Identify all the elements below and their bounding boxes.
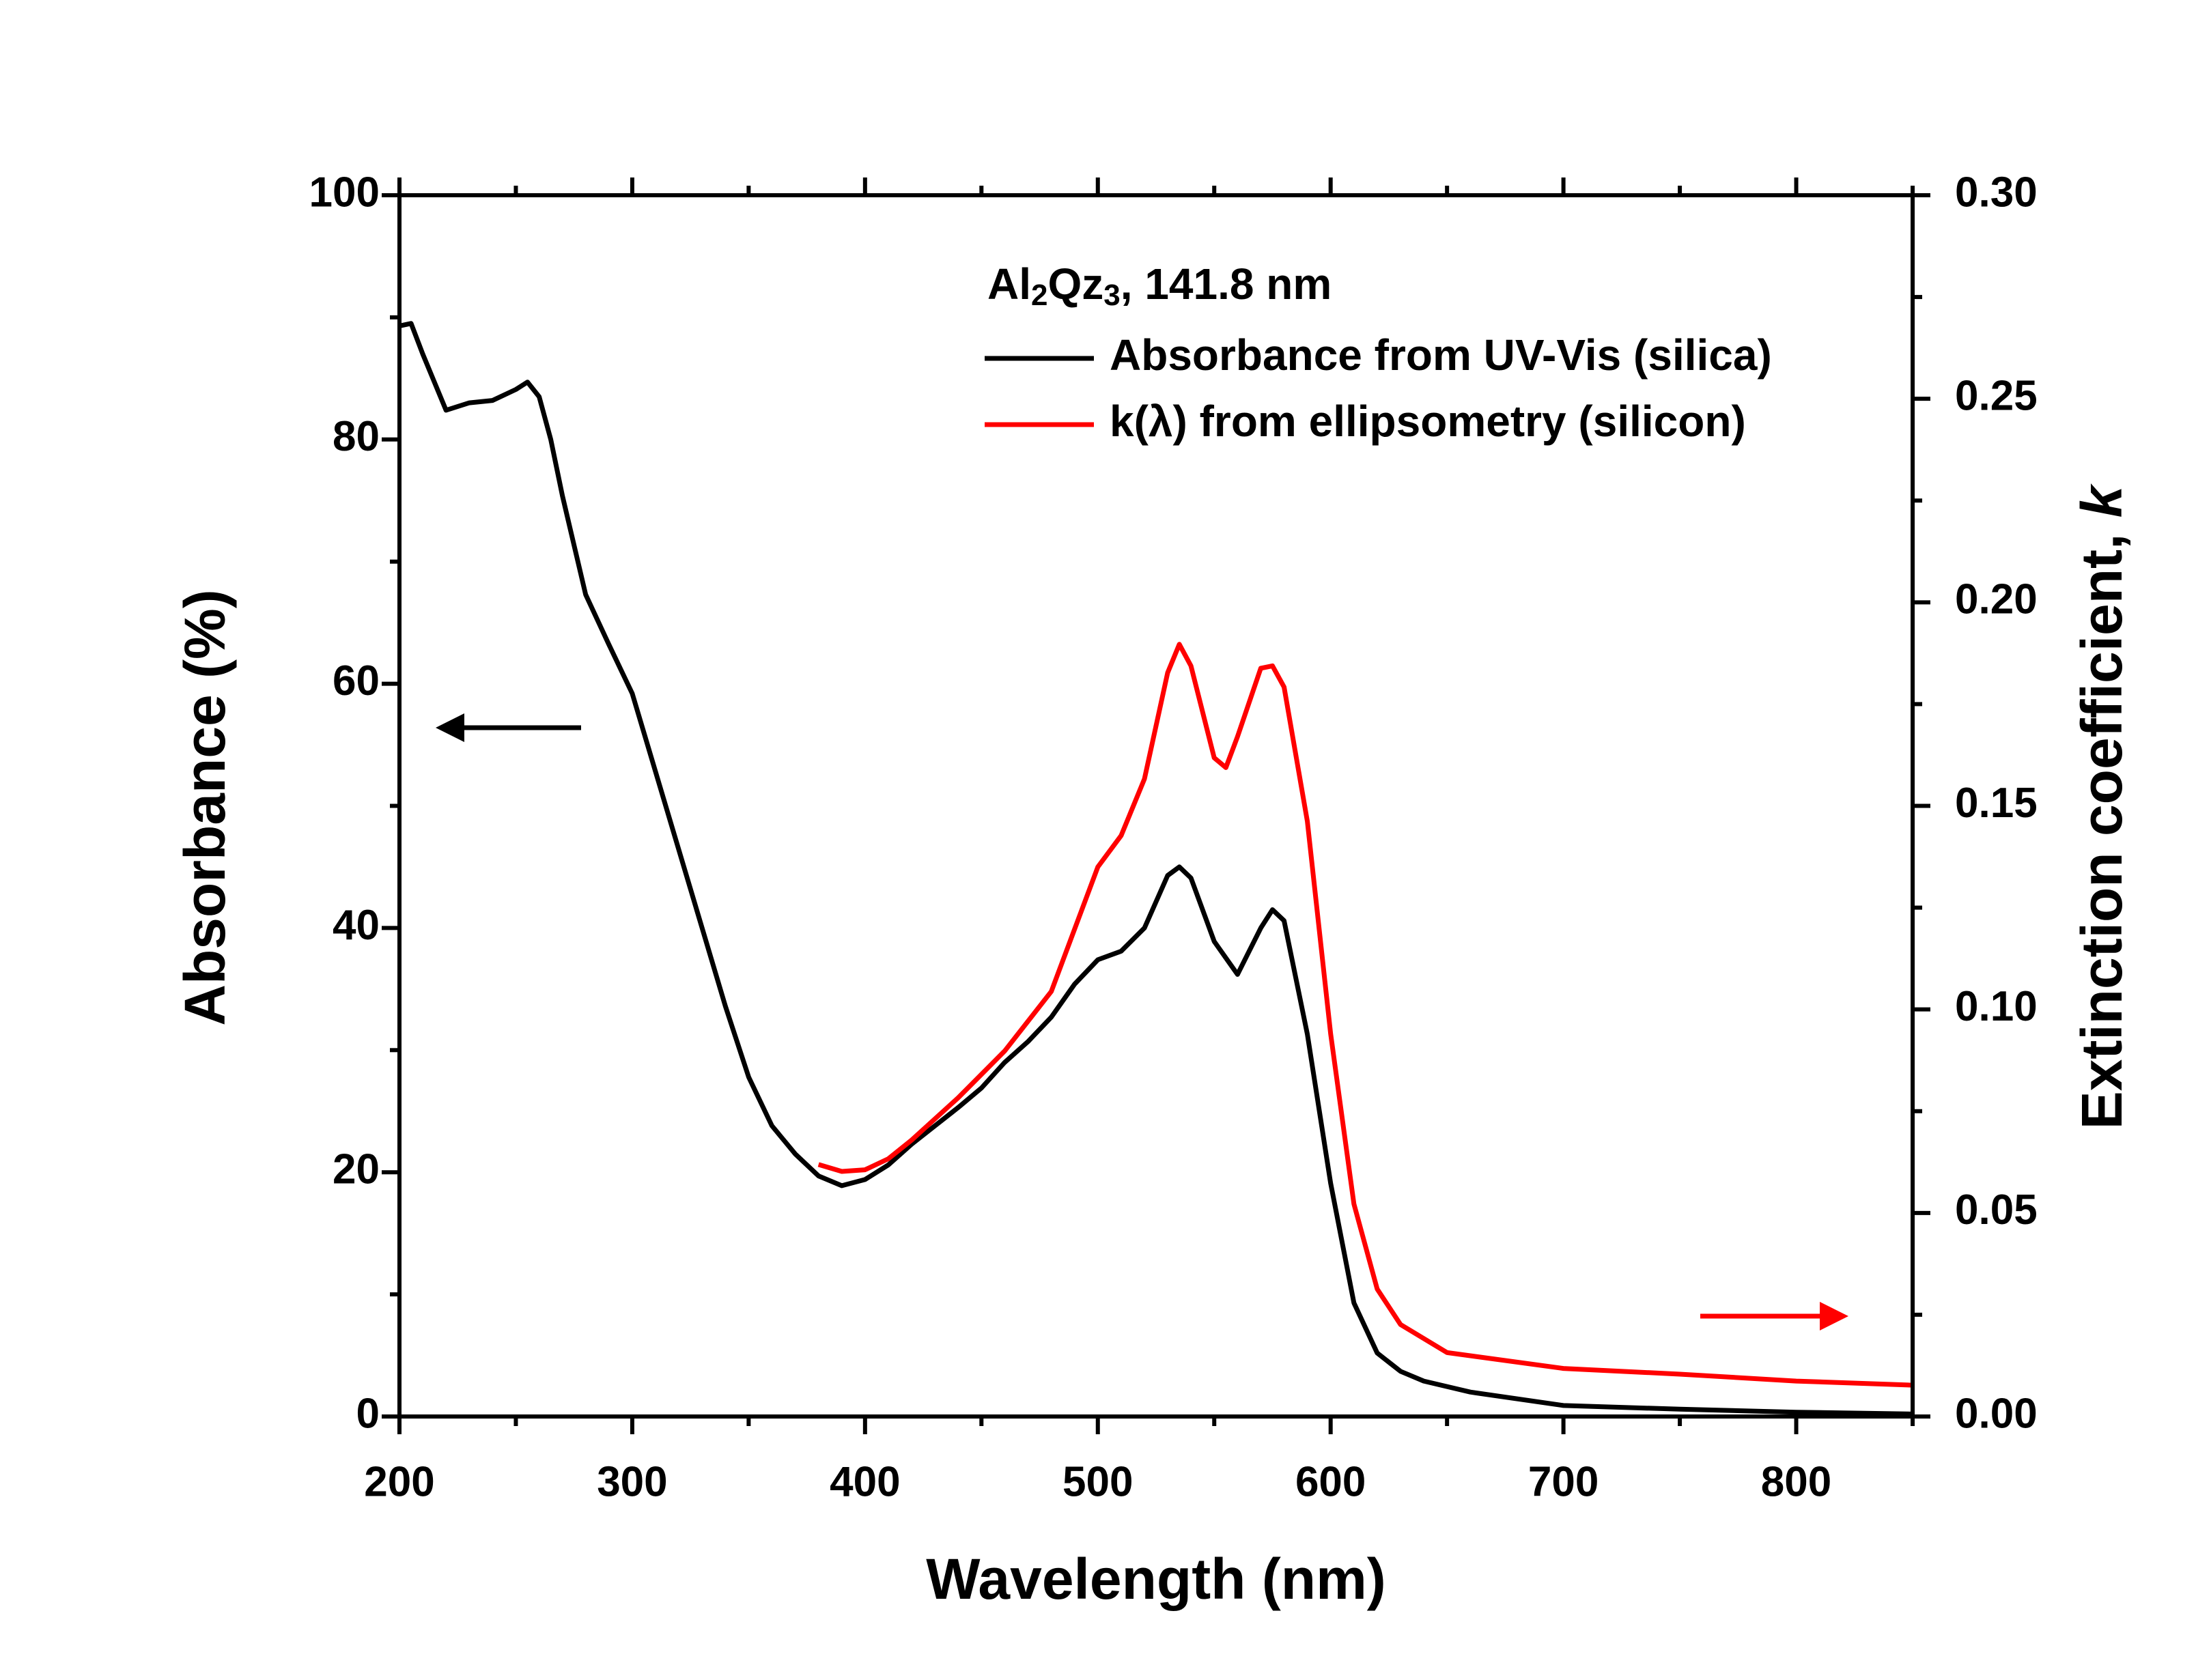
y-tick-label: 0: [356, 1390, 380, 1437]
x-tick-label: 200: [364, 1458, 434, 1505]
legend-title: Al2Qz3, 141.8 nm: [987, 259, 1332, 312]
legend-title-part: Al: [987, 259, 1031, 309]
y-tick-label: 40: [333, 902, 380, 949]
legend-title-sub: 3: [1103, 279, 1120, 312]
x-tick-label: 300: [597, 1458, 667, 1505]
x-axis-label: Wavelength (nm): [926, 1547, 1386, 1611]
y-axis-label: Absorbance (%): [173, 589, 237, 1025]
y2-tick-label: 0.15: [1955, 780, 2038, 827]
x-tick-label: 600: [1295, 1458, 1366, 1505]
x-tick-label: 700: [1528, 1458, 1599, 1505]
y2-tick-label: 0.00: [1955, 1390, 2038, 1437]
legend-label: Absorbance from UV-Vis (silica): [1110, 330, 1772, 380]
x-tick-label: 800: [1761, 1458, 1831, 1505]
y2-tick-label: 0.20: [1955, 576, 2038, 623]
y-tick-label: 80: [333, 413, 380, 460]
y2-tick-label: 0.30: [1955, 169, 2038, 216]
y-tick-label: 100: [309, 169, 380, 216]
y2-tick-label: 0.10: [1955, 983, 2038, 1030]
plot-frame: [397, 193, 1915, 1419]
legend-title-part: Qz: [1047, 259, 1103, 309]
y2-label-k: k: [2070, 483, 2134, 517]
x-tick-label: 500: [1062, 1458, 1133, 1505]
legend-title-sub: 2: [1031, 279, 1047, 312]
y-tick-label: 20: [333, 1146, 380, 1193]
y2-tick-label: 0.05: [1955, 1186, 2038, 1234]
x-tick-label: 400: [830, 1458, 900, 1505]
y2-tick-label: 0.25: [1955, 373, 2038, 420]
y2-label-text: Extinction coefficient,: [2070, 517, 2134, 1129]
data-line: [399, 321, 1913, 1416]
data-line: [817, 642, 1913, 1388]
legend-title-part: , 141.8 nm: [1121, 259, 1332, 309]
y-tick-label: 60: [333, 657, 380, 704]
y2-axis-label: Extinction coefficient, k: [2070, 483, 2134, 1129]
legend-label: k(λ) from ellipsometry (silicon): [1110, 397, 1746, 446]
